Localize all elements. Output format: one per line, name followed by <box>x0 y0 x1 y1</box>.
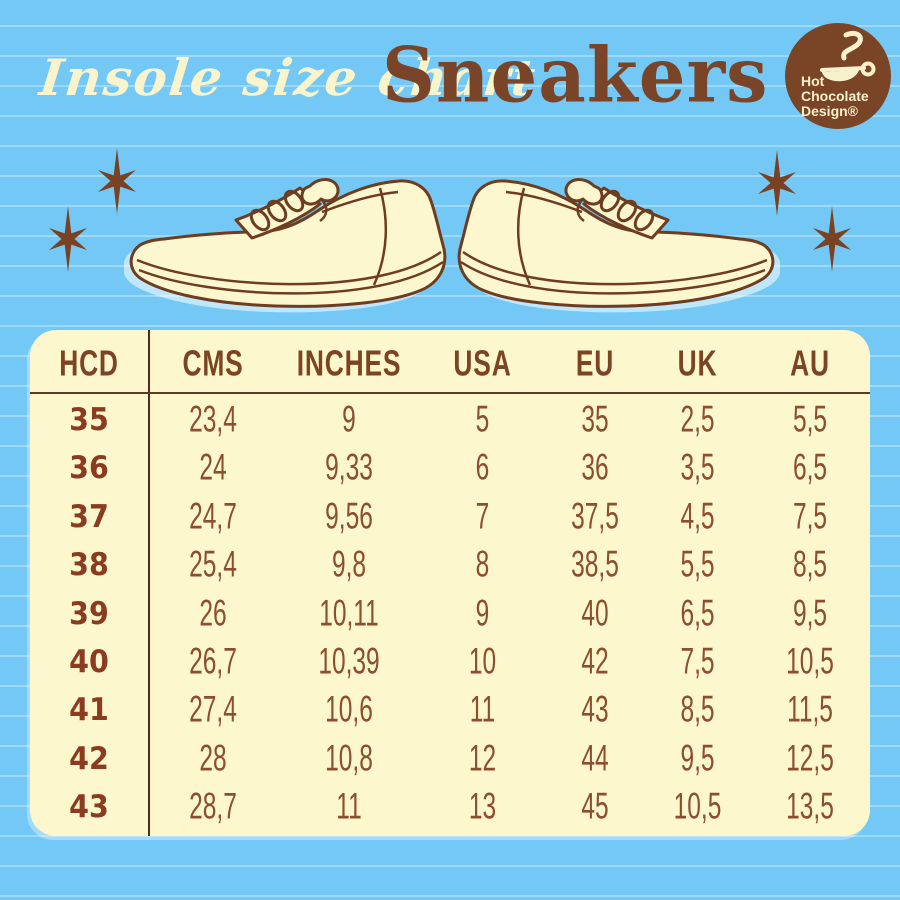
table-cell: 27,4 <box>189 689 237 731</box>
table-cell: 4,5 <box>680 495 715 537</box>
row-label-hcd: 36 <box>69 450 109 487</box>
table-body: 35 23,4 9 5 35 2,5 5,5 36 24 9,33 6 36 3,5 6,5 37 24,7 9… <box>30 396 870 832</box>
table-cell: 35 <box>581 398 609 441</box>
table-cell: 10,8 <box>325 737 373 779</box>
hcd-column-divider <box>148 330 150 836</box>
table-cell: 40 <box>581 592 609 634</box>
table-cell: 9,56 <box>325 495 373 537</box>
table-cell: 26,7 <box>189 640 237 683</box>
table-cell: 5,5 <box>680 543 715 586</box>
table-cell: 10 <box>468 640 497 683</box>
table-cell: 9,5 <box>792 592 828 634</box>
row-label-hcd: 40 <box>69 643 109 680</box>
table-cell: 3,5 <box>680 447 715 489</box>
table-header-row: HCD CMS INCHES USA EU UK AU <box>30 330 870 392</box>
table-cell: 38,5 <box>571 543 619 586</box>
column-header-uk: UK <box>677 342 718 383</box>
table-cell: 11,5 <box>787 689 833 731</box>
table-cell: 25,4 <box>189 543 237 586</box>
row-label-hcd: 43 <box>69 789 109 826</box>
table-cell: 11 <box>469 689 496 731</box>
sparkle-icon <box>49 206 87 272</box>
table-cell: 12 <box>468 737 497 779</box>
table-cell: 10,39 <box>318 640 380 683</box>
table-cell: 6,5 <box>680 592 715 634</box>
table-cell: 13,5 <box>786 785 834 828</box>
table-cell: 8,5 <box>680 689 715 731</box>
table-cell: 24 <box>199 447 227 489</box>
column-header-cms: CMS <box>182 342 244 383</box>
page-title: Sneakers <box>382 30 769 120</box>
table-cell: 10,5 <box>673 785 722 828</box>
table-cell: 44 <box>581 737 609 779</box>
table-cell: 13 <box>468 785 497 828</box>
table-cell: 9 <box>342 398 356 441</box>
table-cell: 28 <box>199 737 227 779</box>
table-cell: 24,7 <box>189 495 237 537</box>
table-cell: 28,7 <box>189 785 237 828</box>
column-header-au: AU <box>790 342 830 383</box>
table-cell: 9,8 <box>331 543 367 586</box>
row-label-hcd: 42 <box>69 740 109 777</box>
column-header-eu: EU <box>575 342 615 383</box>
row-label-hcd: 38 <box>69 547 109 584</box>
table-cell: 8 <box>475 543 490 586</box>
table-cell: 45 <box>581 785 609 828</box>
table-cell: 10,6 <box>325 689 373 731</box>
table-cell: 7,5 <box>792 495 828 537</box>
logo-text-line2: Chocolate <box>801 88 869 104</box>
sparkle-icon <box>813 206 851 272</box>
table-cell: 5,5 <box>792 398 828 441</box>
header-underline <box>30 392 870 394</box>
table-cell: 8,5 <box>792 543 828 586</box>
table-cell: 10,11 <box>319 592 379 634</box>
table-cell: 11 <box>336 785 362 828</box>
table-cell: 12,5 <box>786 737 834 779</box>
table-cell: 43 <box>581 689 609 731</box>
sneaker-right-illustration <box>457 178 780 313</box>
cup-icon <box>820 30 876 82</box>
size-table-card: HCD CMS INCHES USA EU UK AU 35 23,4 9 5 35 2,… <box>30 330 870 836</box>
table-cell: 9,33 <box>325 447 373 489</box>
row-label-hcd: 39 <box>69 595 109 632</box>
table-cell: 7 <box>475 495 490 537</box>
table-cell: 10,5 <box>786 640 834 683</box>
table-cell: 23,4 <box>189 398 237 441</box>
column-header-inches: INCHES <box>296 342 402 383</box>
table-cell: 9 <box>475 592 490 634</box>
table-cell: 5 <box>475 398 490 441</box>
table-cell: 9,5 <box>680 737 715 779</box>
table-cell: 36 <box>581 447 609 489</box>
row-label-hcd: 35 <box>69 402 109 438</box>
row-label-hcd: 41 <box>69 692 109 729</box>
table-cell: 7,5 <box>680 640 715 683</box>
table-cell: 2,5 <box>680 398 715 441</box>
table-cell: 6 <box>475 447 490 489</box>
logo-text-line3: Design® <box>801 103 859 119</box>
table-cell: 37,5 <box>571 495 619 537</box>
logo-text-line1: Hot <box>801 73 825 89</box>
brand-logo: Hot Chocolate Design® <box>785 23 891 129</box>
column-header-usa: USA <box>453 342 512 383</box>
table-cell: 26 <box>199 592 227 634</box>
table-cell: 6,5 <box>792 447 828 489</box>
sneaker-left-illustration <box>124 178 447 313</box>
table-cell: 42 <box>581 640 609 683</box>
column-header-hcd: HCD <box>59 342 119 383</box>
row-label-hcd: 37 <box>69 498 109 535</box>
